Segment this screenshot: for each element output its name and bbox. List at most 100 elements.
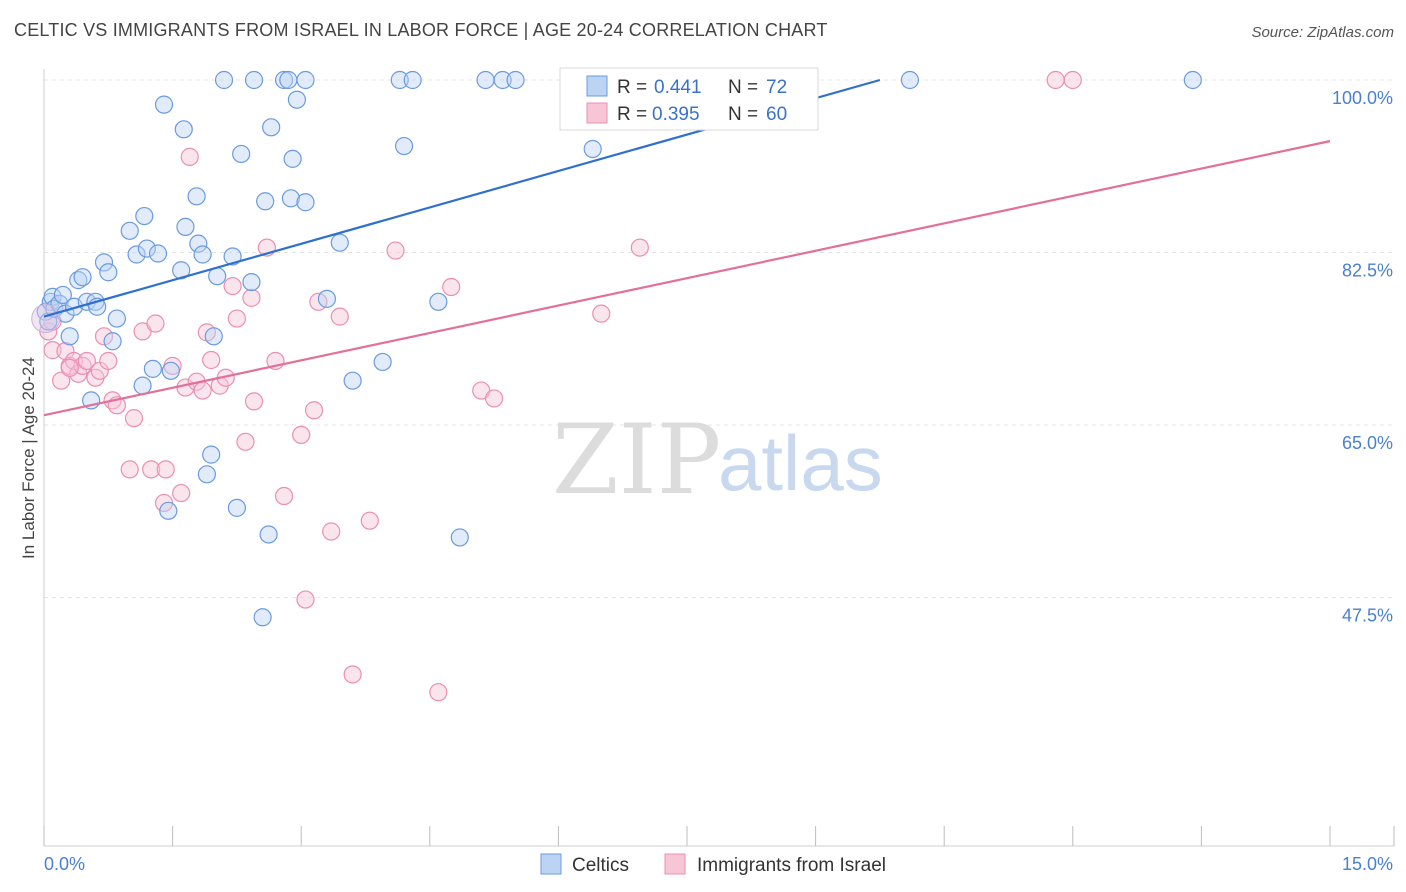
legend-n-value-2: 60 (766, 104, 787, 125)
celtic-point (127, 245, 146, 264)
celtic-point (900, 70, 920, 90)
celtic-point (60, 327, 79, 346)
celtic-point (253, 608, 272, 627)
celtic-point (343, 371, 362, 390)
y-tick-label: 100.0% (1332, 88, 1393, 108)
israel-point (120, 460, 139, 479)
israel-point (227, 309, 246, 328)
celtic-point (53, 285, 72, 305)
israel-point (94, 327, 114, 346)
israel-point (236, 432, 255, 451)
axes (43, 69, 1394, 847)
watermark-zip: ZIP (552, 404, 721, 516)
israel-point (330, 307, 349, 326)
celtic-point (187, 187, 206, 206)
israel-point (296, 590, 315, 609)
celtic-point (133, 376, 152, 395)
celtic-point (394, 136, 414, 156)
celtic-point (476, 70, 495, 90)
celtic-point (99, 263, 118, 282)
celtic-point (174, 120, 193, 139)
israel-point (172, 483, 191, 503)
celtic-point (135, 206, 154, 226)
israel-point (630, 238, 649, 257)
israel-point (146, 314, 165, 333)
celtic-point (1183, 70, 1202, 90)
israel-trend-line (43, 140, 1331, 417)
israel-point (223, 276, 242, 296)
celtic-point (137, 239, 156, 258)
celtic-point (274, 70, 294, 90)
legend: R = 0.441 N = 72 R = 0.395 N = 60 (559, 67, 819, 131)
celtic-point (193, 245, 212, 264)
celtic-point (259, 525, 278, 544)
celtic-point (176, 217, 195, 236)
y-tick-label: 65.0% (1342, 433, 1393, 453)
israel-point (60, 358, 79, 377)
legend-r-value-1: 0.441 (654, 77, 702, 98)
israel-point (1046, 70, 1065, 90)
israel-point (52, 371, 71, 390)
legend-r-label-2: R = (617, 104, 647, 125)
celtic-point (296, 193, 315, 212)
israel-point (485, 389, 504, 408)
celtic-point (107, 309, 126, 328)
celtic-point (159, 501, 178, 520)
celtic-point (242, 272, 261, 292)
celtic-points (31, 70, 1202, 627)
celtic-point (506, 70, 525, 90)
celtic-point (161, 361, 180, 380)
celtic-point (143, 359, 162, 378)
celtic-point (281, 189, 301, 208)
celtic-point (256, 192, 275, 211)
israel-point (292, 425, 311, 445)
legend-n-label-1: N = (728, 77, 758, 98)
israel-point (99, 351, 118, 371)
y-axis-title: In Labor Force | Age 20-24 (19, 357, 38, 559)
celtic-point (120, 221, 139, 240)
celtic-point (154, 95, 174, 114)
israel-point (322, 522, 341, 541)
celtic-point (450, 528, 469, 547)
x-ticks (43, 826, 1395, 846)
celtic-point (189, 234, 208, 253)
israel-point (180, 147, 199, 166)
celtic-point (73, 268, 92, 287)
israel-point (1063, 70, 1082, 90)
celtic-point (223, 247, 242, 266)
celtic-point (429, 292, 448, 311)
israel-point (202, 350, 221, 370)
celtic-point (148, 244, 168, 263)
celtic-point (296, 70, 315, 90)
israel-point (429, 683, 448, 702)
celtic-point (403, 70, 422, 90)
x-tick-label-max: 15.0% (1342, 854, 1393, 874)
y-tick-label: 47.5% (1342, 606, 1393, 626)
legend-swatch-israel (586, 102, 608, 124)
celtic-point (373, 352, 392, 372)
israel-point (156, 460, 175, 479)
bottom-legend-celtics: Celtics (572, 855, 629, 876)
chart-title: CELTIC VS IMMIGRANTS FROM ISRAEL IN LABO… (14, 20, 828, 40)
israel-point (43, 341, 62, 360)
israel-point (242, 288, 261, 307)
y-tick-labels: 47.5% 65.0% 82.5% 100.0% (1332, 88, 1393, 626)
legend-r-value-2: 0.395 (652, 104, 700, 125)
celtic-point (214, 70, 234, 90)
source-label: Source: ZipAtlas.com (1251, 24, 1394, 41)
celtic-point (197, 465, 216, 484)
celtic-point (232, 144, 251, 164)
celtic-point (94, 253, 114, 272)
israel-point (274, 486, 294, 506)
israel-point (386, 241, 405, 260)
israel-point (360, 511, 379, 530)
israel-point (343, 665, 362, 684)
celtic-point (103, 332, 122, 351)
watermark-atlas: atlas (718, 419, 883, 507)
bottom-legend-swatch-israel (664, 853, 686, 875)
celtic-point (330, 233, 349, 252)
celtic-point (317, 289, 337, 308)
legend-n-label-2: N = (728, 104, 758, 125)
watermark: ZIP atlas (552, 404, 883, 516)
